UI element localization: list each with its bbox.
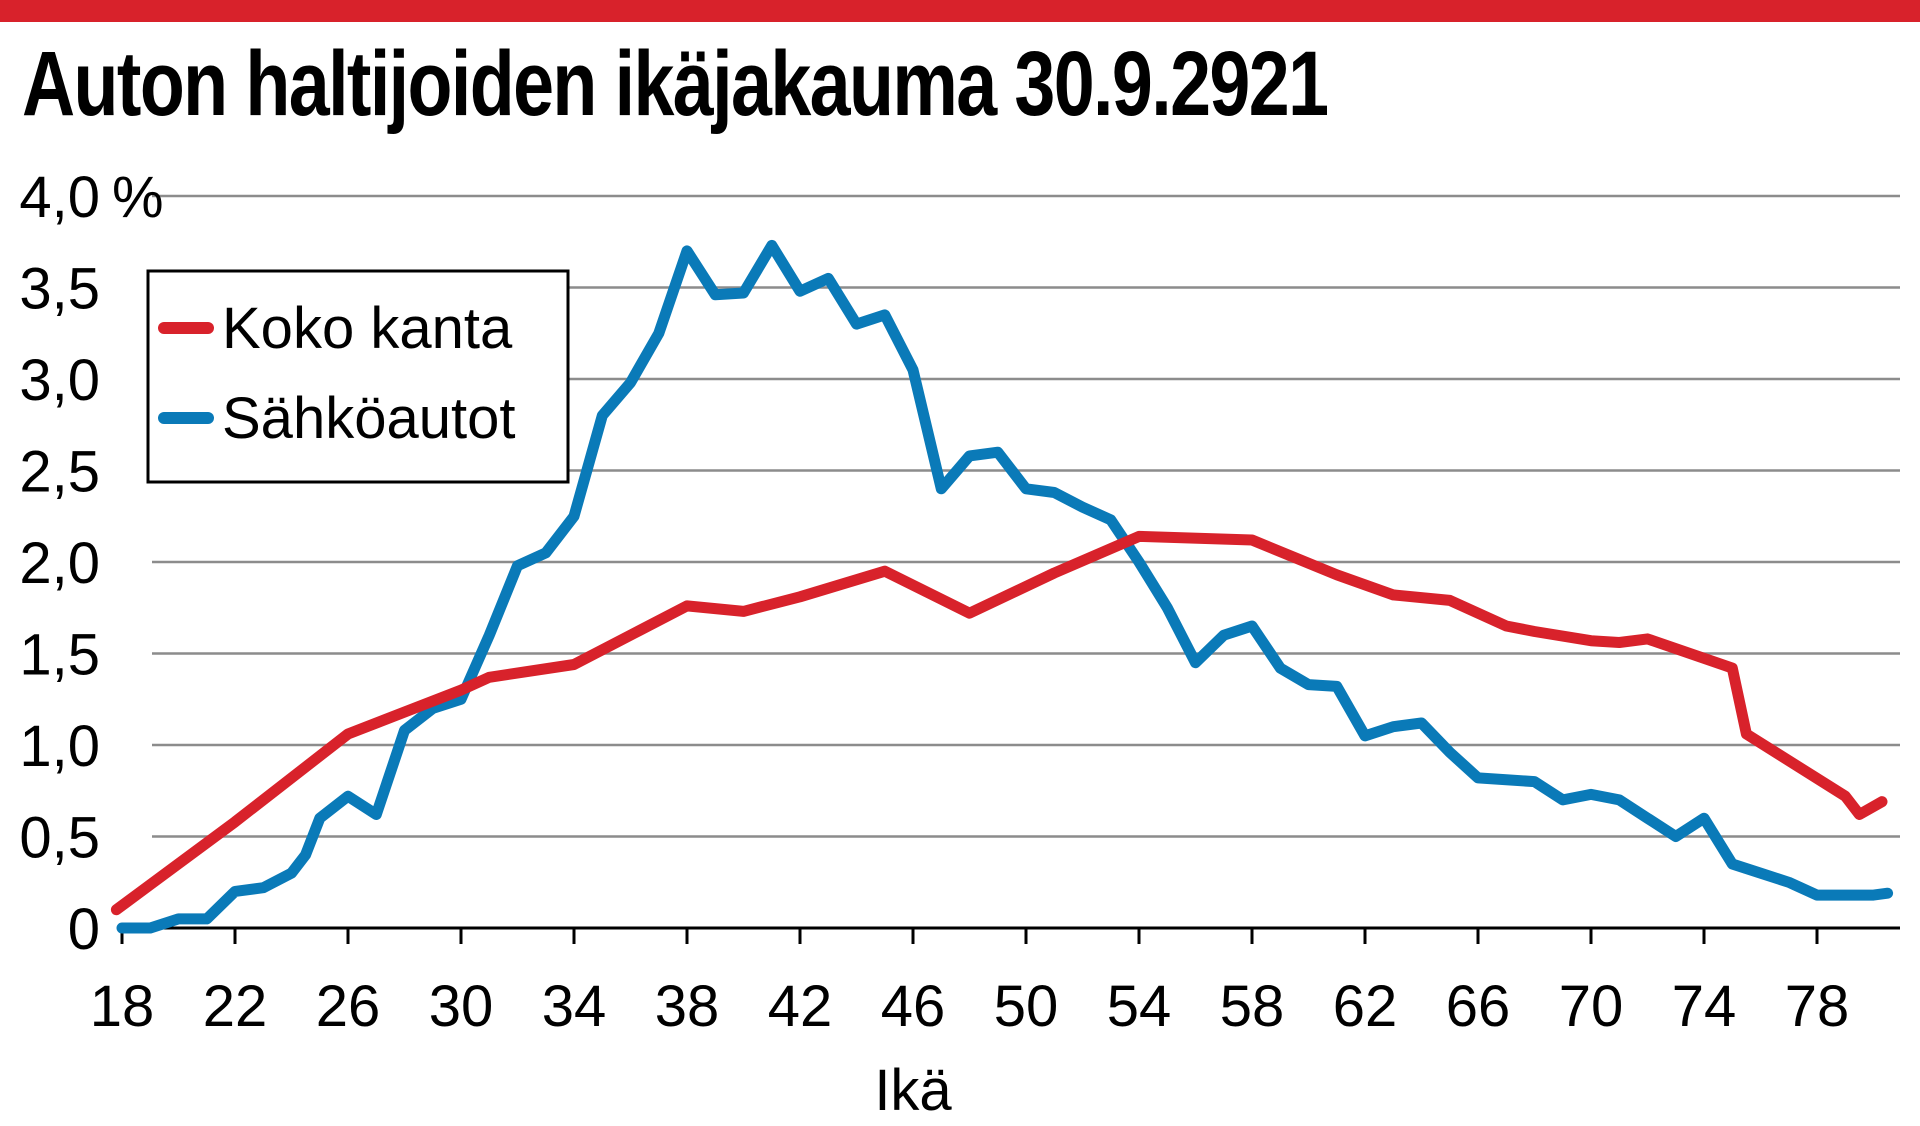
x-tick-label: 46: [881, 974, 946, 1039]
x-tick-label: 70: [1559, 974, 1624, 1039]
top-accent-bar: [0, 0, 1920, 22]
y-tick-label: 2,0: [19, 531, 100, 596]
legend-box: [146, 269, 570, 484]
y-tick-label: 2,5: [19, 440, 100, 505]
x-tick-label: 30: [429, 974, 494, 1039]
legend-label: Sähköautot: [222, 386, 515, 451]
y-tick-label: 0: [68, 897, 100, 962]
y-unit-label: %: [112, 165, 164, 230]
y-tick-label: 1,0: [19, 714, 100, 779]
x-tick-label: 58: [1220, 974, 1285, 1039]
x-tick-label: 26: [316, 974, 381, 1039]
series-lines: [110, 239, 1894, 934]
y-tick-label: 3,5: [19, 257, 100, 322]
y-tick-label: 1,5: [19, 623, 100, 688]
x-axis-label: Ikä: [874, 1058, 952, 1123]
x-tick-label: 34: [542, 974, 607, 1039]
series-line-koko-kanta: [110, 530, 1888, 916]
x-axis: 18 22 26 30 34 38 42 46 50 54 58 62 66 70 74 78: [90, 928, 1850, 1039]
y-tick-label: 0,5: [19, 806, 100, 871]
x-tick-label: 18: [90, 974, 155, 1039]
x-tick-label: 62: [1333, 974, 1398, 1039]
x-tick-label: 54: [1107, 974, 1172, 1039]
series-line-sahkoautot: [116, 239, 1894, 934]
legend: Koko kanta Sähköautot: [146, 269, 570, 484]
x-tick-label: 66: [1446, 974, 1511, 1039]
x-tick-label: 74: [1672, 974, 1737, 1039]
y-axis: 0 0,5 1,0 1,5 2,0 2,5 3,0 3,5 4,0: [19, 165, 100, 962]
y-tick-label: 3,0: [19, 348, 100, 413]
x-tick-label: 38: [655, 974, 720, 1039]
chart-title: Auton haltijoiden ikäjakauma 30.9.2921: [22, 33, 1329, 135]
y-tick-label: 4,0: [19, 165, 100, 230]
x-tick-label: 78: [1785, 974, 1850, 1039]
x-tick-label: 22: [203, 974, 268, 1039]
legend-label: Koko kanta: [222, 296, 513, 361]
x-tick-label: 50: [994, 974, 1059, 1039]
x-tick-label: 42: [768, 974, 833, 1039]
